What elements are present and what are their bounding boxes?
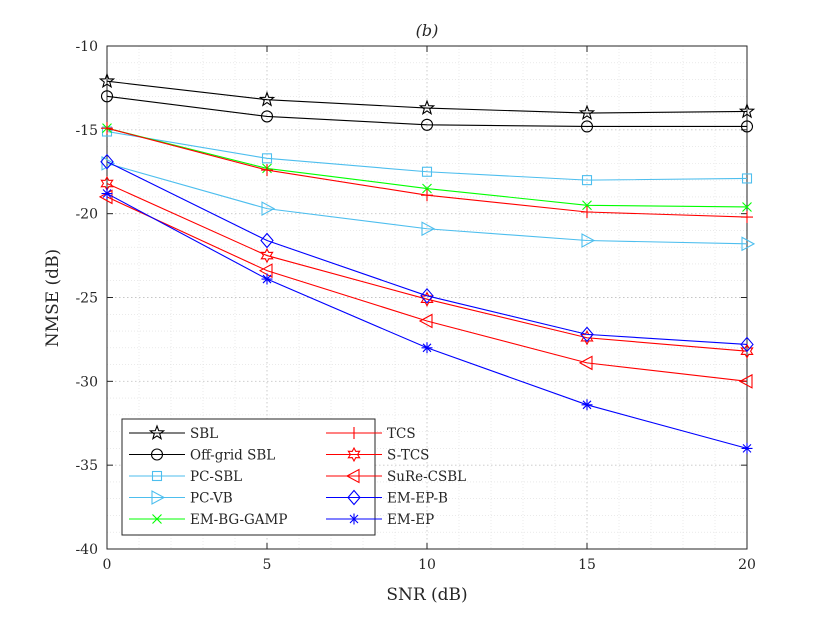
- data-point-sbl: [258, 91, 276, 107]
- series-line-sure-csbl: [106, 196, 748, 382]
- legend-label-em-ep-b: EM-EP-B: [387, 491, 448, 507]
- y-tick-label: -15: [75, 123, 98, 139]
- series-line-em-ep-b: [106, 161, 748, 345]
- data-point-tcs: [421, 189, 433, 202]
- data-point-off-grid-sbl: [740, 120, 754, 133]
- data-point-sbl: [98, 72, 116, 89]
- data-point-off-grid-sbl: [580, 120, 594, 133]
- data-point-off-grid-sbl: [100, 90, 114, 103]
- data-point-em-ep: [581, 399, 593, 411]
- legend-box: [121, 418, 376, 536]
- data-point-em-ep: [421, 342, 433, 354]
- data-point-tcs: [101, 122, 113, 135]
- data-point-tcs: [741, 211, 753, 224]
- data-point-off-grid-sbl: [260, 110, 274, 123]
- data-point-sbl: [418, 99, 436, 115]
- y-tick-label: -30: [75, 374, 98, 390]
- data-point-pc-sbl: [741, 173, 753, 184]
- legend-label-sure-csbl: SuRe-CSBL: [387, 469, 466, 485]
- y-tick-label: -10: [75, 39, 98, 55]
- data-point-sure-csbl: [258, 263, 273, 279]
- x-tick-label: 20: [738, 557, 756, 573]
- x-tick-label: 5: [263, 557, 272, 573]
- legend-label-off-grid-sbl: Off-grid SBL: [190, 448, 275, 464]
- data-point-em-ep-b: [260, 232, 274, 249]
- series-tcs: [101, 122, 753, 224]
- data-point-pc-sbl: [421, 166, 433, 177]
- x-tick-label: 10: [418, 557, 436, 573]
- legend-marker-pc-sbl: [151, 470, 163, 482]
- data-point-tcs: [581, 205, 593, 218]
- legend-marker-off-grid-sbl: [150, 448, 164, 461]
- data-point-pc-sbl: [581, 175, 593, 186]
- data-point-tcs: [261, 164, 273, 177]
- series-line-off-grid-sbl: [106, 95, 747, 128]
- series-line-sbl: [106, 80, 748, 114]
- legend: SBL Off-grid SBL PC-SBL PC-VB EM-BG-GAMP TCS S…: [121, 418, 466, 536]
- series-sbl: [98, 72, 756, 121]
- data-point-sure-csbl: [578, 355, 593, 371]
- series-pc-vb: [101, 155, 756, 252]
- data-point-s-tcs: [740, 343, 754, 359]
- data-point-sure-csbl: [738, 373, 753, 389]
- data-point-sbl: [738, 102, 756, 119]
- y-tick-label: -35: [75, 458, 98, 474]
- y-tick-label: -40: [75, 542, 98, 558]
- data-point-em-ep-b: [740, 336, 754, 353]
- data-point-em-ep-b: [580, 326, 594, 343]
- series-layer: [98, 72, 756, 454]
- data-point-sure-csbl: [418, 313, 433, 329]
- data-point-pc-vb: [261, 201, 276, 217]
- legend-marker-sure-csbl: [345, 468, 360, 484]
- data-point-em-bg-gamp: [582, 200, 592, 211]
- legend-marker-pc-vb: [151, 490, 166, 505]
- legend-label-tcs: TCS: [387, 426, 416, 442]
- series-em-ep-b: [100, 153, 754, 353]
- data-point-em-bg-gamp: [742, 202, 752, 212]
- legend-marker-em-ep: [348, 513, 360, 525]
- legend-marker-s-tcs: [347, 446, 361, 463]
- y-axis-label: NMSE (dB): [43, 249, 63, 347]
- series-off-grid-sbl: [100, 90, 754, 133]
- legend-label-em-ep: EM-EP: [387, 512, 434, 528]
- y-tick-label: -20: [75, 207, 98, 223]
- y-tick-label: -25: [75, 291, 98, 307]
- series-line-pc-sbl: [106, 130, 748, 181]
- series-line-s-tcs: [106, 182, 748, 352]
- data-point-pc-vb: [581, 233, 596, 248]
- series-pc-sbl: [101, 126, 753, 186]
- data-point-off-grid-sbl: [420, 118, 434, 131]
- data-point-em-ep-b: [420, 287, 434, 304]
- chart-title: (b): [416, 21, 439, 40]
- series-line-pc-vb: [106, 162, 748, 245]
- data-point-sbl: [578, 104, 596, 121]
- legend-marker-sbl: [148, 424, 166, 440]
- data-point-em-bg-gamp: [422, 183, 432, 194]
- data-point-s-tcs: [260, 247, 274, 264]
- data-point-pc-vb: [741, 236, 756, 252]
- legend-label-pc-sbl: PC-SBL: [190, 469, 242, 485]
- axis-ticks: 0 5 10 15 20 -10 -15 -20 -25 -30 -35 -40: [75, 39, 755, 573]
- legend-marker-em-ep-b: [347, 489, 361, 506]
- x-tick-label: 15: [578, 557, 596, 573]
- legend-marker-tcs: [348, 427, 360, 439]
- legend-label-s-tcs: S-TCS: [387, 448, 429, 464]
- data-point-em-ep-b: [100, 153, 114, 170]
- data-point-pc-vb: [421, 221, 436, 237]
- data-point-em-ep: [101, 188, 113, 200]
- x-axis-label: SNR (dB): [386, 585, 467, 605]
- legend-label-sbl: SBL: [190, 426, 218, 442]
- data-point-pc-sbl: [261, 153, 273, 164]
- legend-marker-em-bg-gamp: [152, 514, 162, 524]
- x-tick-label: 0: [103, 557, 112, 573]
- data-point-em-ep: [261, 273, 273, 285]
- series-em-ep: [101, 188, 753, 454]
- legend-label-pc-vb: PC-VB: [190, 491, 233, 507]
- data-point-em-ep: [741, 442, 753, 454]
- legend-label-em-bg-gamp: EM-BG-GAMP: [190, 512, 287, 528]
